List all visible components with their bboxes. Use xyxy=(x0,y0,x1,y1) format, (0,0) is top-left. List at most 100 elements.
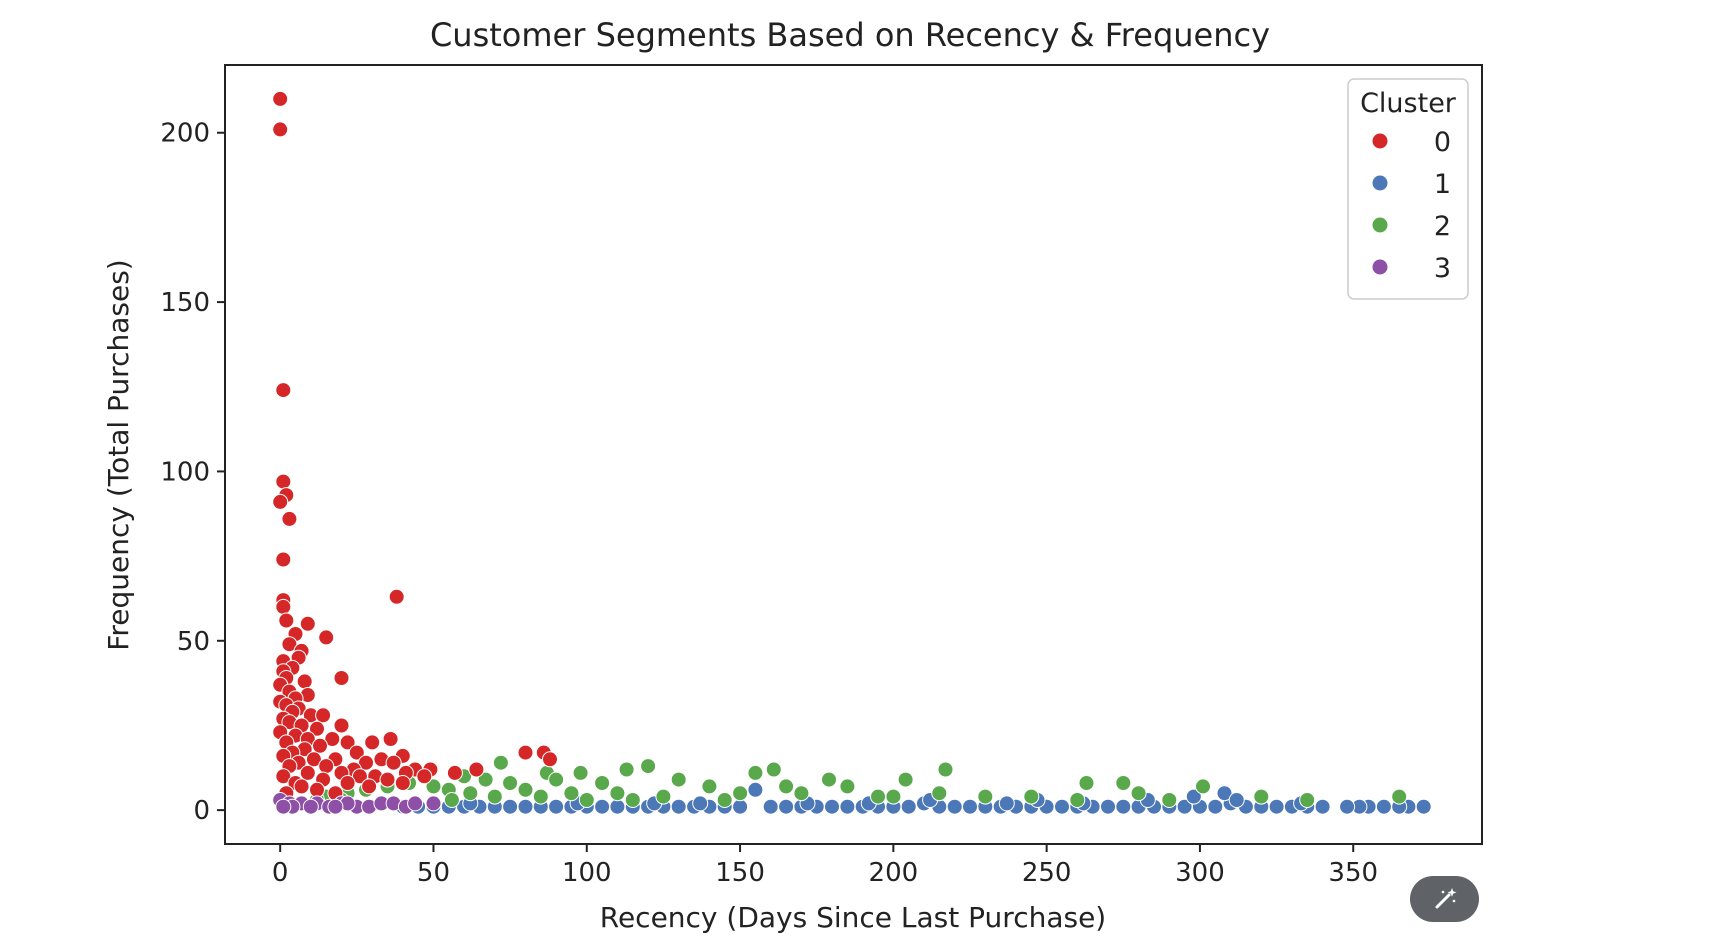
data-point-cluster-1 xyxy=(502,798,519,815)
y-tick-label: 150 xyxy=(160,288,210,318)
data-point-cluster-3 xyxy=(302,798,319,815)
data-point-cluster-0 xyxy=(385,754,402,771)
data-point-cluster-2 xyxy=(701,778,718,795)
data-point-cluster-0 xyxy=(339,775,356,791)
y-tick-label: 0 xyxy=(193,796,210,826)
data-point-cluster-0 xyxy=(275,473,292,490)
chart-title: Customer Segments Based on Recency & Fre… xyxy=(430,16,1270,54)
data-point-cluster-2 xyxy=(1391,788,1408,805)
data-point-cluster-1 xyxy=(900,798,917,815)
data-point-cluster-0 xyxy=(394,775,411,791)
legend-label: 2 xyxy=(1434,211,1451,242)
data-point-cluster-1 xyxy=(692,795,709,812)
data-point-cluster-2 xyxy=(977,788,994,805)
data-point-cluster-2 xyxy=(1115,775,1132,791)
data-point-cluster-0 xyxy=(293,778,310,795)
data-point-cluster-2 xyxy=(502,775,519,791)
data-point-cluster-0 xyxy=(324,731,341,747)
data-point-cluster-2 xyxy=(937,761,954,778)
data-point-cluster-1 xyxy=(762,798,779,815)
data-point-cluster-2 xyxy=(594,775,611,791)
y-tick-label: 100 xyxy=(160,457,210,487)
data-point-cluster-1 xyxy=(1100,798,1116,815)
data-point-cluster-0 xyxy=(275,768,292,785)
data-point-cluster-0 xyxy=(312,737,328,754)
data-point-cluster-2 xyxy=(1023,788,1040,805)
data-point-cluster-2 xyxy=(732,785,749,802)
data-point-cluster-0 xyxy=(388,588,405,605)
data-point-cluster-0 xyxy=(305,751,322,768)
x-axis-ticks: 0 50 100 150 200 250 300 350 xyxy=(272,844,1378,888)
data-point-cluster-1 xyxy=(1054,798,1070,815)
data-point-cluster-1 xyxy=(1268,798,1285,815)
points-layer xyxy=(272,90,1432,815)
data-point-cluster-2 xyxy=(765,761,782,778)
magic-wand-icon xyxy=(1435,888,1456,909)
magic-wand-button[interactable] xyxy=(1410,876,1479,922)
y-axis-label: Frequency (Total Purchases) xyxy=(102,259,135,650)
legend-marker xyxy=(1371,258,1389,276)
data-point-cluster-1 xyxy=(1115,798,1132,815)
x-tick-label: 300 xyxy=(1175,858,1225,888)
data-point-cluster-0 xyxy=(416,768,433,785)
data-point-cluster-2 xyxy=(443,792,460,808)
data-point-cluster-2 xyxy=(1069,792,1086,808)
data-point-cluster-0 xyxy=(333,717,350,734)
data-point-cluster-1 xyxy=(747,781,764,798)
data-point-cluster-2 xyxy=(640,758,657,775)
data-point-cluster-0 xyxy=(382,731,399,747)
legend-marker xyxy=(1371,174,1389,192)
data-point-cluster-2 xyxy=(477,771,494,788)
x-tick-label: 100 xyxy=(562,858,612,888)
data-point-cluster-2 xyxy=(821,771,837,788)
data-point-cluster-0 xyxy=(275,551,292,568)
data-point-cluster-1 xyxy=(1415,798,1432,815)
data-point-cluster-0 xyxy=(364,734,381,751)
data-point-cluster-1 xyxy=(670,798,687,815)
data-point-cluster-0 xyxy=(468,761,485,778)
data-point-cluster-2 xyxy=(1253,788,1270,805)
legend-items: 0 1 2 3 xyxy=(1371,127,1451,284)
data-point-cluster-2 xyxy=(486,788,503,805)
data-point-cluster-0 xyxy=(299,764,316,781)
data-point-cluster-1 xyxy=(1339,798,1356,815)
data-point-cluster-0 xyxy=(278,612,295,629)
data-point-cluster-0 xyxy=(361,778,378,795)
legend: Cluster 0 1 2 3 xyxy=(1347,78,1469,300)
data-point-cluster-0 xyxy=(272,493,289,510)
data-point-cluster-1 xyxy=(946,798,963,815)
data-point-cluster-2 xyxy=(1130,785,1147,802)
data-point-cluster-1 xyxy=(778,798,795,815)
data-point-cluster-0 xyxy=(517,744,534,761)
data-point-cluster-0 xyxy=(351,768,368,785)
x-tick-label: 350 xyxy=(1328,858,1378,888)
data-point-cluster-0 xyxy=(281,636,298,653)
data-point-cluster-2 xyxy=(1161,792,1178,808)
data-point-cluster-2 xyxy=(1299,792,1316,808)
data-point-cluster-2 xyxy=(778,778,795,795)
data-point-cluster-2 xyxy=(839,778,856,795)
data-point-cluster-2 xyxy=(793,785,810,802)
data-point-cluster-0 xyxy=(358,754,374,771)
data-point-cluster-0 xyxy=(296,673,313,690)
data-point-cluster-1 xyxy=(594,798,611,815)
data-point-cluster-2 xyxy=(548,771,565,788)
data-point-cluster-1 xyxy=(962,798,978,815)
data-point-cluster-0 xyxy=(275,598,292,615)
data-point-cluster-0 xyxy=(315,707,332,724)
data-point-cluster-2 xyxy=(747,764,764,781)
data-point-cluster-0 xyxy=(339,734,356,751)
data-point-cluster-2 xyxy=(572,764,589,781)
data-point-cluster-0 xyxy=(318,629,335,646)
data-point-cluster-0 xyxy=(446,764,463,781)
data-point-cluster-1 xyxy=(732,798,749,815)
x-tick-label: 250 xyxy=(1022,858,1072,888)
data-point-cluster-2 xyxy=(655,788,672,805)
data-point-cluster-0 xyxy=(309,781,325,798)
data-point-cluster-2 xyxy=(870,788,886,805)
data-point-cluster-2 xyxy=(563,785,580,802)
data-point-cluster-2 xyxy=(425,778,442,795)
data-point-cluster-1 xyxy=(1207,798,1224,815)
data-point-cluster-0 xyxy=(318,758,335,775)
